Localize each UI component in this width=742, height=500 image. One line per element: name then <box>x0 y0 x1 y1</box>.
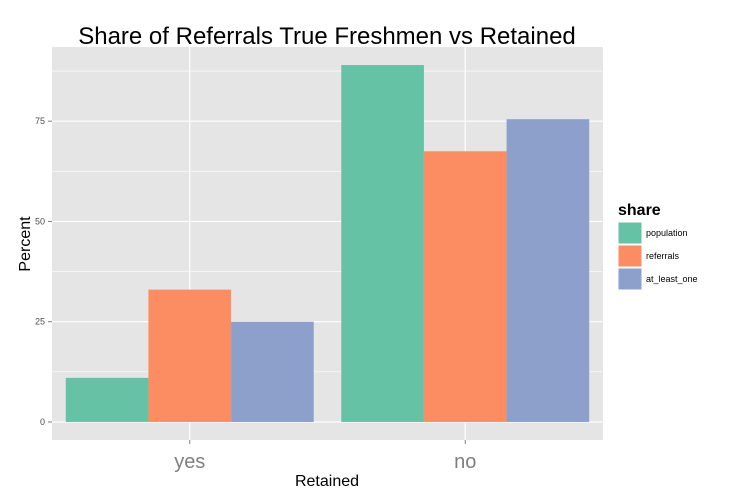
y-axis-title: Percent <box>17 216 34 272</box>
legend-label-population: population <box>646 228 688 238</box>
x-tick-label: no <box>454 451 476 473</box>
x-axis: yes no <box>174 440 476 473</box>
y-tick-label: 50 <box>35 216 45 226</box>
legend-title: share <box>618 202 661 219</box>
y-tick-label: 0 <box>40 417 45 427</box>
bar-at_least_one-no <box>506 119 590 422</box>
legend-key-population <box>617 221 643 245</box>
bar-population-no <box>341 65 424 422</box>
x-tick-label: yes <box>174 451 205 473</box>
y-axis: 0 25 50 75 <box>35 116 52 427</box>
legend: share population referrals at_least_one <box>617 202 698 291</box>
legend-label-at_least_one: at_least_one <box>646 274 698 284</box>
bars-group <box>65 65 590 422</box>
bar-at_least_one-yes <box>231 321 314 422</box>
bar-referrals-no <box>423 151 507 422</box>
bar-referrals-yes <box>148 289 232 422</box>
x-axis-title: Retained <box>295 473 359 490</box>
y-tick-label: 25 <box>35 317 45 327</box>
legend-key-referrals <box>617 244 643 268</box>
legend-label-referrals: referrals <box>646 251 680 261</box>
bar-population-yes <box>65 377 149 422</box>
chart-title: Share of Referrals True Freshmen vs Reta… <box>78 23 576 50</box>
y-tick-label: 75 <box>35 116 45 126</box>
legend-key-at_least_one <box>617 267 643 291</box>
